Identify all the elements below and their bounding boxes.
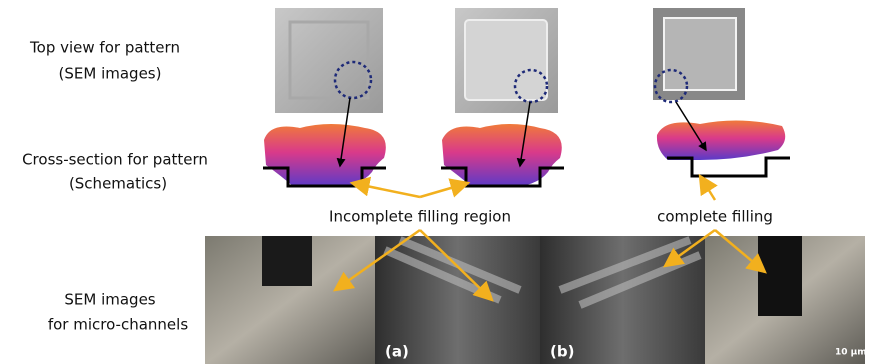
label: (SEM images) xyxy=(59,65,162,83)
label: Top view for pattern xyxy=(29,39,180,57)
label: (Schematics) xyxy=(69,175,167,193)
scale-bar: 10 μm xyxy=(835,348,867,358)
label: Cross-section for pattern xyxy=(22,151,208,169)
annotation: complete filling xyxy=(657,208,773,226)
figure: Top view for pattern (SEM images) Cross-… xyxy=(0,0,871,364)
sem-bottom xyxy=(205,236,865,364)
sem-top xyxy=(275,8,745,113)
panel-label: (a) xyxy=(385,343,409,361)
panel-label: (b) xyxy=(550,343,574,361)
label: SEM images xyxy=(64,291,155,309)
annotation: Incomplete filling region xyxy=(329,208,511,226)
label: for micro-channels xyxy=(48,316,188,334)
